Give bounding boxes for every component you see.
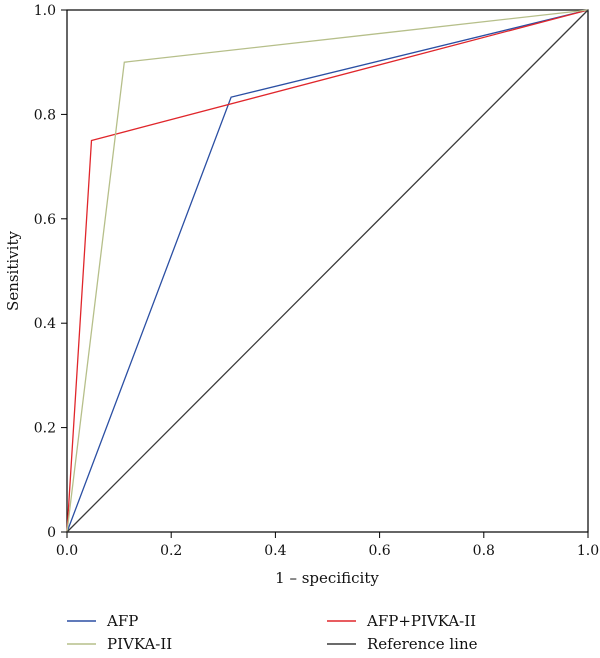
legend-label-pivka-ii: PIVKA-II	[107, 635, 172, 653]
x-axis-label: 1 – specificity	[275, 569, 379, 587]
y-tick-label: 0.2	[34, 421, 56, 437]
series-line-pivka-ii	[66, 9, 589, 533]
y-tick-label: 0.6	[34, 212, 56, 228]
y-tick-label: 0	[47, 525, 56, 541]
legend-label-afp: AFP	[106, 612, 138, 630]
x-tick-label: 0.8	[473, 543, 495, 559]
legend: AFP AFP+PIVKA-II PIVKA-II Reference line	[67, 612, 478, 653]
x-tick-label: 0.2	[160, 543, 182, 559]
x-tick-label: 0.4	[264, 543, 286, 559]
x-tick-label: 0.0	[56, 543, 78, 559]
y-axis-ticks: 0 0.2 0.4 0.6 0.8 1.0	[34, 3, 67, 541]
y-tick-label: 0.8	[34, 107, 56, 123]
x-axis-ticks: 0.0 0.2 0.4 0.6 0.8 1.0	[56, 532, 599, 559]
plot-frame	[66, 9, 589, 533]
x-tick-label: 0.6	[368, 543, 390, 559]
series-layer	[66, 9, 589, 533]
y-axis-label: Sensitivity	[4, 231, 22, 311]
series-line-afp-pivka-ii	[66, 9, 589, 533]
x-tick-label: 1.0	[577, 543, 599, 559]
series-line-reference-line	[66, 9, 589, 533]
legend-label-afp-pivka-ii: AFP+PIVKA-II	[366, 612, 476, 630]
series-line-afp	[66, 9, 589, 533]
legend-label-reference-line: Reference line	[367, 635, 478, 653]
y-tick-label: 0.4	[34, 316, 56, 332]
y-tick-label: 1.0	[34, 3, 56, 19]
